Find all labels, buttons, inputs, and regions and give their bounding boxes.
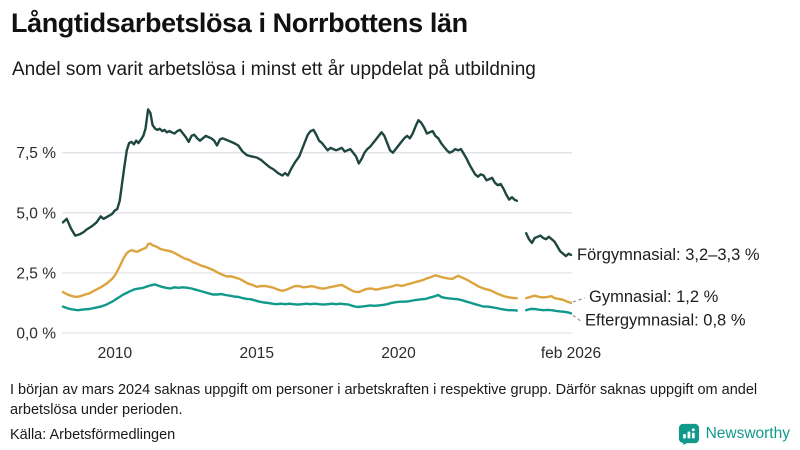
y-tick-label: 5,0 % (16, 205, 56, 222)
footnote: I början av mars 2024 saknas uppgift om … (10, 382, 758, 418)
x-tick-label: 2010 (98, 345, 133, 362)
series-line-förgymnasial (525, 232, 573, 258)
series-line-gymnasial (61, 242, 518, 300)
newsworthy-bar-chart-icon (678, 423, 699, 445)
series-end-label-gymnasial: Gymnasial: 1,2 % (589, 288, 719, 306)
label-leader-line (572, 297, 586, 303)
newsworthy-logo: Newsworthy (678, 423, 790, 445)
source-label: Källa: Arbetsförmedlingen (10, 427, 176, 443)
x-tick-label: 2015 (239, 345, 273, 362)
series-end-label-förgymnasial: Förgymnasial: 3,2–3,3 % (577, 246, 760, 264)
series-line-gymnasial (525, 294, 573, 305)
y-tick-label: 0,0 % (16, 326, 56, 343)
page-title: Långtidsarbetslösa i Norrbottens län (11, 8, 468, 38)
label-leader-line (572, 314, 582, 322)
series-line-eftergymnasial (61, 283, 518, 312)
newsworthy-wordmark: Newsworthy (705, 425, 790, 442)
y-tick-label: 2,5 % (16, 265, 56, 282)
page-subtitle: Andel som varit arbetslösa i minst ett å… (12, 59, 536, 80)
y-tick-label: 7,5 % (16, 145, 56, 162)
line-chart: 0,0 % 2,5 % 5,0 % 7,5 % 2010 2015 2020 feb 2026… (16, 108, 760, 362)
series-line-förgymnasial (61, 108, 518, 237)
x-tick-label: 2020 (381, 345, 416, 362)
series-line-eftergymnasial (525, 307, 573, 315)
x-tick-label: feb 2026 (541, 345, 601, 362)
series-end-label-eftergymnasial: Eftergymnasial: 0,8 % (585, 311, 746, 329)
